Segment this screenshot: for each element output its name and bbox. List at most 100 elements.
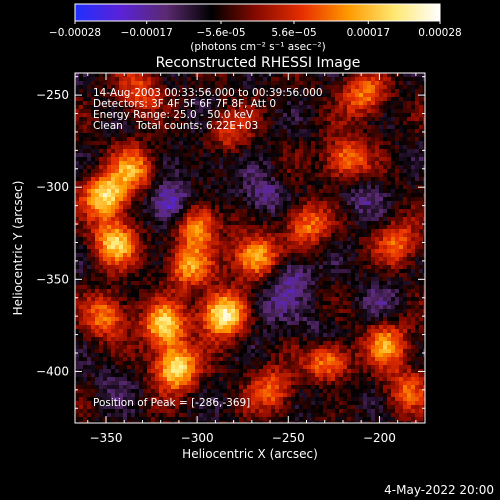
- heatmap-cell: [203, 133, 208, 138]
- heatmap-cell: [163, 145, 168, 150]
- heatmap-cell: [147, 93, 152, 98]
- heatmap-cell: [227, 121, 232, 126]
- heatmap-cell: [131, 125, 136, 130]
- heatmap-cell: [307, 81, 312, 86]
- heatmap-cell: [271, 297, 276, 302]
- heatmap-cell: [303, 153, 308, 158]
- heatmap-cell: [191, 269, 196, 274]
- heatmap-cell: [299, 261, 304, 266]
- heatmap-cell: [215, 225, 220, 230]
- heatmap-cell: [247, 81, 252, 86]
- heatmap-cell: [351, 73, 356, 78]
- heatmap-cell: [223, 121, 228, 126]
- heatmap-cell: [175, 253, 180, 258]
- heatmap-cell: [415, 145, 420, 150]
- heatmap-cell: [271, 141, 276, 146]
- heatmap-cell: [151, 177, 156, 182]
- heatmap-cell: [347, 105, 352, 110]
- heatmap-cell: [323, 249, 328, 254]
- heatmap-cell: [223, 149, 228, 154]
- heatmap-cell: [255, 269, 260, 274]
- heatmap-cell: [111, 125, 116, 130]
- heatmap-cell: [399, 289, 404, 294]
- heatmap-cell: [255, 289, 260, 294]
- heatmap-cell: [139, 289, 144, 294]
- heatmap-cell: [423, 213, 425, 218]
- heatmap-cell: [255, 245, 260, 250]
- heatmap-cell: [327, 177, 332, 182]
- heatmap-cell: [331, 73, 336, 78]
- heatmap-cell: [167, 293, 172, 298]
- heatmap-cell: [251, 221, 256, 226]
- heatmap-cell: [107, 205, 112, 210]
- heatmap-cell: [383, 265, 388, 270]
- heatmap-cell: [423, 101, 425, 106]
- heatmap-cell: [107, 297, 112, 302]
- heatmap-cell: [403, 105, 408, 110]
- heatmap-cell: [107, 229, 112, 234]
- heatmap-cell: [87, 249, 92, 254]
- heatmap-cell: [139, 173, 144, 178]
- heatmap-cell: [195, 189, 200, 194]
- heatmap-cell: [95, 245, 100, 250]
- heatmap-cell: [195, 209, 200, 214]
- heatmap-cell: [411, 213, 416, 218]
- heatmap-cell: [179, 241, 184, 246]
- heatmap-cell: [279, 133, 284, 138]
- heatmap-cell: [275, 233, 280, 238]
- heatmap-cell: [351, 181, 356, 186]
- heatmap-cell: [147, 293, 152, 298]
- heatmap-cell: [227, 105, 232, 110]
- heatmap-cell: [387, 185, 392, 190]
- heatmap-cell: [383, 225, 388, 230]
- heatmap-cell: [87, 289, 92, 294]
- heatmap-cell: [387, 253, 392, 258]
- heatmap-cell: [311, 73, 316, 78]
- heatmap-cell: [139, 217, 144, 222]
- heatmap-cell: [207, 197, 212, 202]
- colorbar-tick-label: 0.00017: [347, 27, 390, 39]
- heatmap-cell: [207, 257, 212, 262]
- heatmap-cell: [315, 233, 320, 238]
- heatmap-cell: [191, 209, 196, 214]
- heatmap-cell: [227, 145, 232, 150]
- heatmap-cell: [219, 245, 224, 250]
- heatmap-cell: [323, 261, 328, 266]
- heatmap-cell: [155, 297, 160, 302]
- heatmap-cell: [255, 169, 260, 174]
- heatmap-cell: [279, 193, 284, 198]
- heatmap-cell: [251, 293, 256, 298]
- heatmap-cell: [163, 225, 168, 230]
- heatmap-cell: [315, 81, 320, 86]
- heatmap-cell: [103, 169, 108, 174]
- heatmap-cell: [195, 257, 200, 262]
- heatmap-cell: [147, 225, 152, 230]
- heatmap-cell: [179, 169, 184, 174]
- heatmap-cell: [175, 113, 180, 118]
- heatmap-cell: [335, 265, 340, 270]
- heatmap-cell: [243, 221, 248, 226]
- heatmap-cell: [163, 149, 168, 154]
- heatmap-cell: [423, 113, 425, 118]
- heatmap-cell: [383, 261, 388, 266]
- heatmap-cell: [303, 113, 308, 118]
- heatmap-cell: [103, 245, 108, 250]
- heatmap-cell: [259, 201, 264, 206]
- heatmap-cell: [87, 185, 92, 190]
- heatmap-cell: [327, 241, 332, 246]
- heatmap-cell: [155, 281, 160, 286]
- heatmap-cell: [339, 165, 344, 170]
- heatmap-cell: [331, 85, 336, 90]
- heatmap-cell: [163, 133, 168, 138]
- heatmap-cell: [223, 169, 228, 174]
- heatmap-cell: [151, 289, 156, 294]
- heatmap-cell: [211, 229, 216, 234]
- heatmap-cell: [119, 277, 124, 282]
- heatmap-cell: [207, 261, 212, 266]
- heatmap-cell: [379, 157, 384, 162]
- heatmap-cell: [347, 157, 352, 162]
- heatmap-cell: [91, 177, 96, 182]
- heatmap-cell: [335, 157, 340, 162]
- heatmap-cell: [123, 225, 128, 230]
- heatmap-cell: [83, 241, 88, 246]
